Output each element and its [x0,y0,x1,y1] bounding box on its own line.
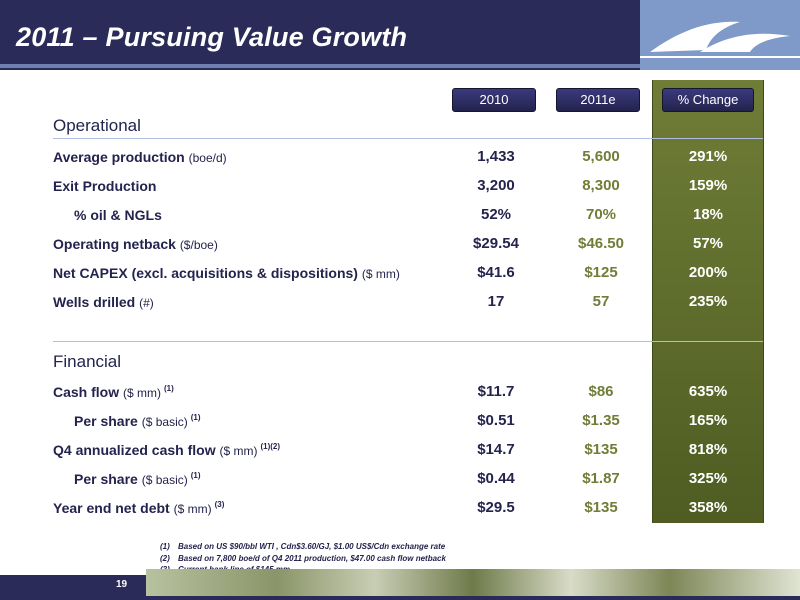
cell-change: 200% [688,264,728,281]
cell-change: 57% [692,235,724,252]
cell-change: 635% [688,383,728,400]
row-label: Year end net debt ($ mm) (3) [53,500,225,516]
cell-v2010: 17 [487,293,505,310]
cell-change: 235% [688,293,728,310]
cell-v2010: $14.7 [477,441,515,458]
cell-v2011: 8,300 [582,177,620,194]
cell-v2010: $0.51 [477,412,515,429]
row-label: Per share ($ basic) (1) [74,471,201,487]
column-header-2010: 2010 [452,88,536,112]
row-label: Net CAPEX (excl. acquisitions & disposit… [53,265,400,281]
cell-v2011: $1.35 [582,412,620,429]
row-label: Per share ($ basic) (1) [74,413,201,429]
cell-change: 358% [688,499,728,516]
row-label: Q4 annualized cash flow ($ mm) (1)(2) [53,442,281,458]
cell-v2010: 3,200 [477,177,515,194]
cell-v2011: 57 [592,293,610,310]
cell-v2011: 70% [585,206,617,223]
section-title-financial: Financial [53,352,122,371]
column-header-change: % Change [662,88,754,112]
footer-bar [0,575,146,596]
cell-change: 165% [688,412,728,429]
row-label: Average production (boe/d) [53,149,227,165]
cell-v2010: 52% [480,206,512,223]
slide-title: 2011 – Pursuing Value Growth [16,22,408,52]
page-number: 19 [116,579,128,590]
cell-v2011: $135 [584,499,618,516]
footnote-item: (2) Based on 7,800 boe/d of Q4 2011 produ… [160,553,446,563]
cell-v2010: $11.7 [477,383,515,400]
cell-v2010: $41.6 [477,264,515,281]
cell-change: 18% [692,206,724,223]
cell-v2011: $1.87 [582,470,620,487]
cell-v2011: $135 [584,441,618,458]
cell-change: 818% [688,441,728,458]
cell-v2010: $29.54 [473,235,519,252]
section-divider [53,138,763,139]
cell-v2011: $125 [584,264,618,281]
row-label: % oil & NGLs [74,207,162,223]
cell-v2010: $0.44 [477,470,515,487]
change-column-highlight [652,80,764,523]
section-title-operational: Operational [53,116,141,135]
column-header-2011e: 2011e [556,88,640,112]
cell-change: 325% [688,470,728,487]
cell-v2011: $46.50 [578,235,624,252]
cell-v2011: 5,600 [582,148,620,165]
row-label: Operating netback ($/boe) [53,236,218,252]
footnote-item: (1) Based on US $90/bbl WTI , Cdn$3.60/GJ… [160,542,446,551]
section-divider [53,341,763,342]
cell-v2010: $29.5 [477,499,515,516]
row-label: Exit Production [53,178,157,194]
header-stripe [0,64,640,68]
cell-change: 291% [688,148,728,165]
cell-v2011: $86 [588,383,614,400]
footer-landscape-image [146,569,800,600]
company-logo [640,0,800,70]
row-label: Wells drilled (#) [53,294,154,310]
row-label: Cash flow ($ mm) (1) [53,384,174,400]
footer-strip [0,596,800,600]
wave-logo-icon [640,21,800,58]
cell-v2010: 1,433 [477,148,515,165]
cell-change: 159% [688,177,728,194]
